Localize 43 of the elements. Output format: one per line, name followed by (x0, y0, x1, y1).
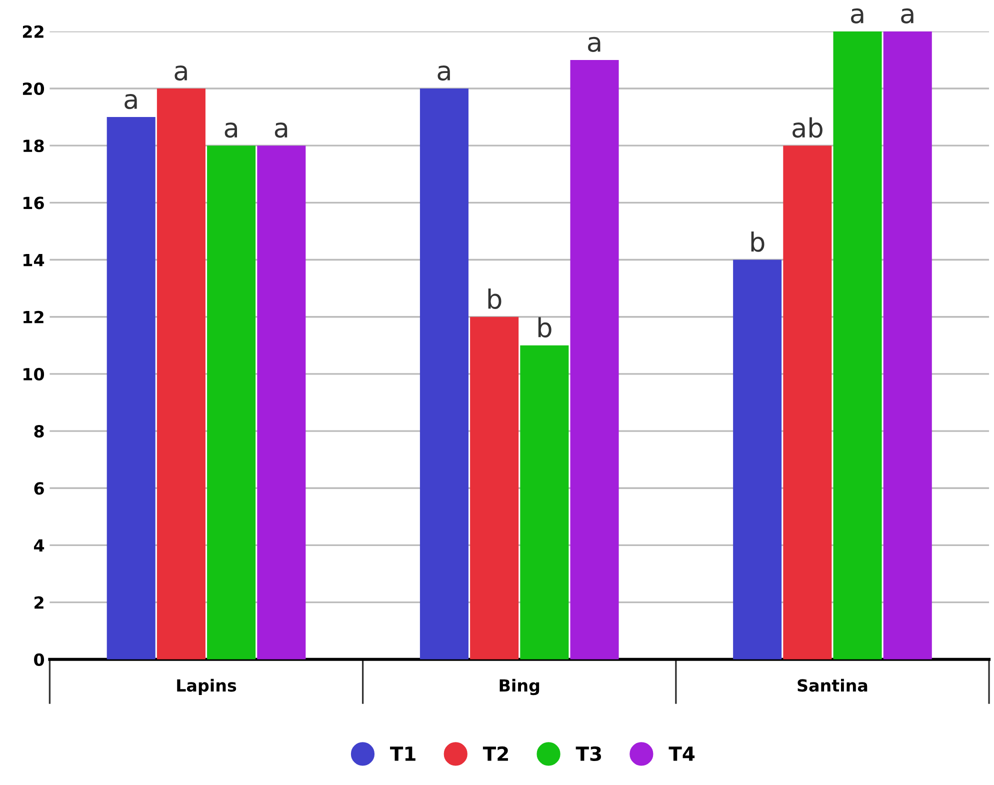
data-label: a (588, 36, 600, 52)
legend-label: T1 (390, 746, 416, 761)
y-tick-label: 22 (22, 25, 44, 38)
data-label: a (901, 8, 914, 24)
x-tick-label: Lapins (177, 678, 236, 695)
y-tick-label: 16 (24, 196, 44, 210)
bar (833, 31, 882, 660)
x-tick-label: Santina (798, 678, 868, 692)
y-tick-label: 12 (24, 310, 44, 324)
bar (570, 60, 619, 660)
legend-label: T3 (576, 746, 601, 762)
y-tick-label: 4 (34, 539, 44, 552)
bar (207, 146, 256, 660)
data-label: a (851, 8, 864, 24)
data-label: ab (792, 117, 822, 138)
bar (156, 88, 206, 660)
y-tick-label: 10 (24, 368, 44, 381)
data-label: a (124, 94, 137, 110)
data-label: a (224, 122, 237, 138)
y-tick-label: 18 (24, 140, 44, 152)
y-tick-label: 8 (34, 425, 44, 438)
data-label: b (751, 231, 764, 252)
data-label: a (438, 65, 450, 81)
bar (883, 31, 932, 660)
y-tick-label: 2 (34, 596, 44, 609)
data-label: a (174, 65, 187, 81)
y-tick-label: 20 (22, 82, 44, 96)
bar (520, 345, 569, 660)
bar (257, 146, 306, 660)
bar (420, 88, 468, 660)
y-tick-label: 6 (34, 482, 44, 495)
y-tick-label: 0 (34, 653, 44, 666)
data-label: a (274, 122, 288, 138)
x-tick-label: Bing (500, 678, 540, 696)
data-label: b (488, 288, 502, 309)
bar (470, 316, 519, 660)
bar (733, 260, 782, 660)
bar (783, 146, 832, 660)
bar (106, 117, 156, 660)
y-tick-label: 14 (24, 254, 44, 266)
data-label: b (538, 317, 552, 338)
legend-label: T4 (668, 746, 695, 761)
legend-label: T2 (482, 746, 508, 761)
